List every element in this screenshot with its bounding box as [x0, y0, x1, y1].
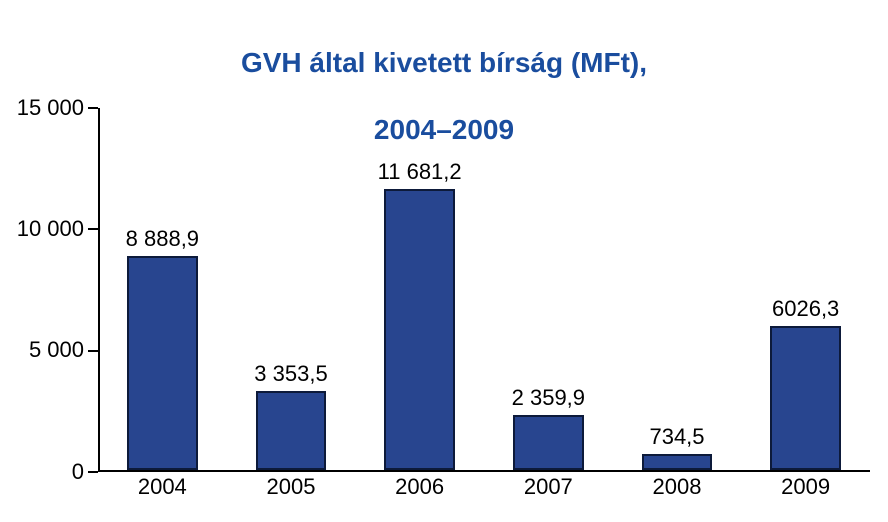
bar-value-label: 3 353,5 [221, 361, 361, 387]
bar [513, 415, 584, 470]
y-axis-line [98, 108, 100, 472]
x-tick-label: 2009 [741, 474, 870, 500]
x-axis-line [98, 470, 870, 472]
y-tick-label: 15 000 [0, 95, 84, 121]
plot-area: 05 00010 00015 0008 888,920043 353,52005… [98, 108, 870, 472]
y-tick-label: 0 [0, 459, 84, 485]
bar-value-label: 8 888,9 [92, 226, 232, 252]
bar-value-label: 734,5 [607, 424, 747, 450]
x-tick-label: 2007 [484, 474, 613, 500]
chart-title-line1: GVH által kivetett bírság (MFt), [241, 47, 647, 78]
x-tick-label: 2006 [355, 474, 484, 500]
y-tick [88, 107, 98, 109]
y-tick [88, 350, 98, 352]
bar [127, 256, 198, 470]
bar-value-label: 6026,3 [736, 296, 876, 322]
chart-container: GVH által kivetett bírság (MFt), 2004–20… [0, 0, 888, 522]
bar-value-label: 11 681,2 [350, 159, 490, 185]
x-tick-label: 2004 [98, 474, 227, 500]
y-tick [88, 471, 98, 473]
x-tick-label: 2008 [613, 474, 742, 500]
bar [256, 391, 327, 470]
y-tick-label: 10 000 [0, 216, 84, 242]
bar [642, 454, 713, 470]
bar-value-label: 2 359,9 [478, 385, 618, 411]
bar [770, 326, 841, 470]
bar [384, 189, 455, 470]
x-tick-label: 2005 [227, 474, 356, 500]
y-tick-label: 5 000 [0, 337, 84, 363]
